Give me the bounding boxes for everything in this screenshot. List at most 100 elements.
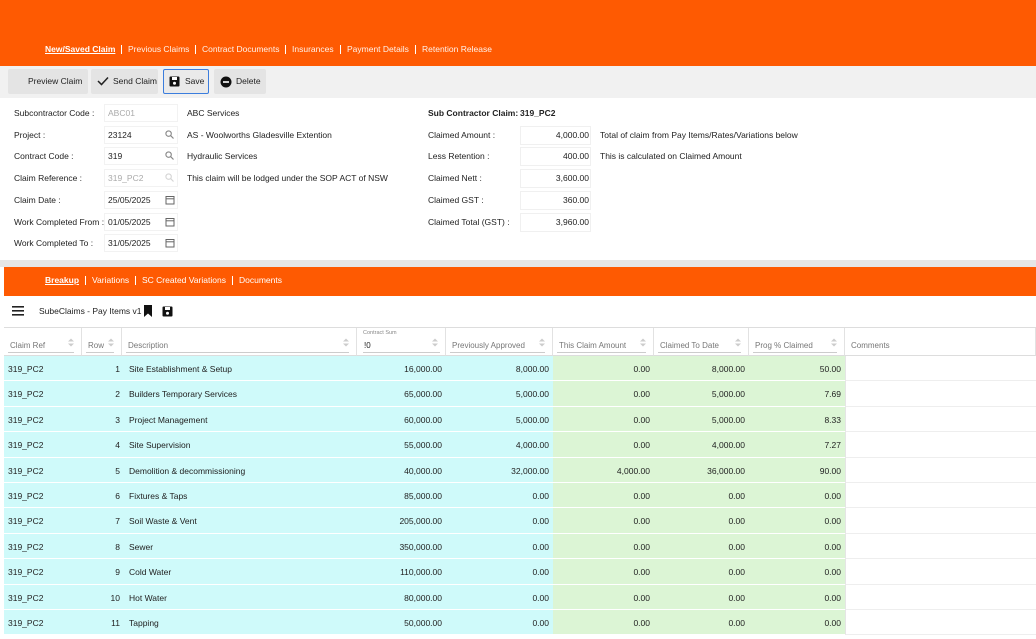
cell: 4	[82, 441, 120, 450]
cell: 0.00	[446, 492, 549, 501]
cell: 0.00	[553, 492, 650, 501]
column-header-underline	[450, 352, 545, 353]
cell: 5,000.00	[446, 390, 549, 399]
field-icon[interactable]	[165, 217, 175, 229]
cell: 319_PC2	[8, 390, 43, 399]
column-header-underline	[126, 352, 349, 353]
row-bg-comments	[845, 508, 1036, 533]
field-label: Claim Reference :	[14, 174, 82, 183]
nav-tab[interactable]: New/Saved Claim	[45, 45, 115, 54]
field-icon[interactable]	[165, 130, 174, 141]
cell: 2	[82, 390, 120, 399]
cell: 319_PC2	[8, 365, 43, 374]
nav-tab[interactable]: Contract Documents	[202, 45, 279, 54]
bookmark-icon[interactable]	[143, 305, 153, 319]
sort-icon[interactable]	[68, 338, 74, 349]
field-value-text: 319	[108, 152, 122, 161]
column-header-label: Comments	[851, 342, 890, 350]
menu-icon[interactable]	[12, 306, 24, 318]
sub-tab-sep	[85, 276, 86, 285]
cell: 5	[82, 467, 120, 476]
filter-text: !0	[364, 342, 371, 350]
summary-value: 3,600.00	[520, 174, 589, 183]
summary-label: Less Retention :	[428, 152, 489, 161]
cell: 7.27	[749, 441, 841, 450]
field-value-text: 31/05/2025	[108, 239, 151, 248]
row-bg-comments	[845, 610, 1036, 635]
nav-sep	[340, 45, 341, 54]
cell: 110,000.00	[357, 568, 442, 577]
cell: 0.00	[446, 517, 549, 526]
field-extra: AS - Woolworths Gladesville Extention	[187, 131, 332, 140]
sub-tab[interactable]: Breakup	[45, 276, 79, 285]
cell: 0.00	[446, 568, 549, 577]
cell: 319_PC2	[8, 467, 43, 476]
nav-tab[interactable]: Previous Claims	[128, 45, 189, 54]
cell: 0.00	[749, 517, 841, 526]
cell: 60,000.00	[357, 416, 442, 425]
nav-sep	[285, 45, 286, 54]
field-label: Project :	[14, 131, 45, 140]
sort-icon[interactable]	[640, 338, 646, 349]
cell: 55,000.00	[357, 441, 442, 450]
column-header-label: Prog % Claimed	[755, 342, 813, 350]
field-extra: ABC Services	[187, 109, 239, 118]
sort-icon[interactable]	[735, 338, 741, 349]
cell: 85,000.00	[357, 492, 442, 501]
nav-tab[interactable]: Retention Release	[422, 45, 492, 54]
field-icon[interactable]	[165, 195, 175, 207]
summary-value: 360.00	[520, 196, 589, 205]
cell: 5,000.00	[654, 416, 745, 425]
cell: 0.00	[553, 568, 650, 577]
summary-label: Claimed Total (GST) :	[428, 218, 510, 227]
sort-icon[interactable]	[432, 338, 438, 349]
cell: 50.00	[749, 365, 841, 374]
button-icon	[220, 76, 232, 90]
sub-tab-sep	[232, 276, 233, 285]
grid-save-icon[interactable]	[162, 306, 173, 319]
column-header-label: Row	[88, 342, 104, 350]
cell: 319_PC2	[8, 568, 43, 577]
cell: 319_PC2	[8, 492, 43, 501]
cell: Hot Water	[129, 594, 167, 603]
field-extra: This claim will be lodged under the SOP …	[187, 174, 388, 183]
cell: 0.00	[749, 594, 841, 603]
field-icon[interactable]	[165, 173, 174, 184]
column-header-label: Claim Ref	[10, 342, 45, 350]
top-bar	[0, 0, 1036, 66]
field-icon[interactable]	[165, 151, 174, 162]
cell: 0.00	[553, 619, 650, 628]
field-extra: Hydraulic Services	[187, 152, 257, 161]
row-bg-comments	[845, 432, 1036, 457]
nav-tab[interactable]: Payment Details	[347, 45, 409, 54]
field-value-text: ABC01	[108, 109, 135, 118]
sub-tab[interactable]: Documents	[239, 276, 282, 285]
sort-icon[interactable]	[343, 338, 349, 349]
cell: 0.00	[749, 543, 841, 552]
sub-tab[interactable]: SC Created Variations	[142, 276, 226, 285]
nav-sep	[121, 45, 122, 54]
column-header-label: Contract Sum	[363, 331, 397, 337]
sub-tab[interactable]: Variations	[92, 276, 129, 285]
cell: 90.00	[749, 467, 841, 476]
cell: 4,000.00	[654, 441, 745, 450]
row-bg-comments	[845, 585, 1036, 610]
sort-icon[interactable]	[539, 338, 545, 349]
sort-icon[interactable]	[108, 338, 114, 349]
cell: 0.00	[446, 594, 549, 603]
summary-note: This is calculated on Claimed Amount	[600, 152, 742, 161]
button-icon	[97, 76, 109, 88]
summary-value: 3,960.00	[520, 218, 589, 227]
button-icon	[169, 76, 180, 89]
cell: Cold Water	[129, 568, 171, 577]
separator	[0, 260, 1036, 267]
cell: 8,000.00	[446, 365, 549, 374]
cell: 65,000.00	[357, 390, 442, 399]
cell: 0.00	[749, 619, 841, 628]
sort-icon[interactable]	[831, 338, 837, 349]
field-icon[interactable]	[165, 238, 175, 250]
nav-tab[interactable]: Insurances	[292, 45, 334, 54]
cell: Soil Waste & Vent	[129, 517, 197, 526]
nav-sep	[195, 45, 196, 54]
cell: 350,000.00	[357, 543, 442, 552]
